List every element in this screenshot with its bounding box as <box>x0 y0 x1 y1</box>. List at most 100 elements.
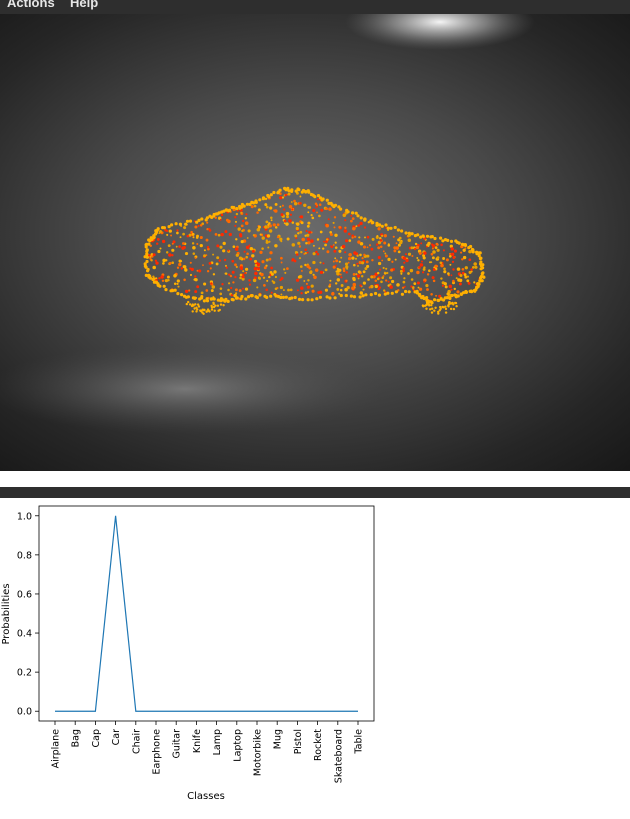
cloud-point <box>425 284 429 288</box>
cloud-point <box>189 267 192 270</box>
cloud-point <box>261 196 266 200</box>
cloud-point <box>234 220 238 223</box>
point-cloud-canvas <box>0 14 535 434</box>
cloud-point <box>249 257 253 261</box>
cloud-point <box>369 293 373 297</box>
cloud-point <box>160 275 164 279</box>
cloud-point <box>479 267 483 271</box>
cloud-point <box>279 205 282 208</box>
cloud-point <box>440 243 443 247</box>
cloud-point <box>312 208 316 213</box>
cloud-point <box>435 265 439 268</box>
cloud-point <box>273 270 277 274</box>
cloud-point <box>447 303 451 306</box>
cloud-point <box>303 280 306 282</box>
cloud-point <box>284 193 288 197</box>
cloud-point <box>274 294 278 298</box>
cloud-point <box>239 273 243 277</box>
cloud-point <box>449 244 453 248</box>
cloud-point <box>318 247 321 250</box>
cloud-point <box>452 256 456 259</box>
cloud-point <box>338 249 342 253</box>
cloud-point <box>448 284 453 289</box>
cloud-point <box>212 297 216 301</box>
cloud-point <box>300 250 303 254</box>
cloud-point <box>425 296 429 300</box>
cloud-point <box>205 289 209 292</box>
cloud-point <box>468 249 472 254</box>
cloud-point <box>338 268 342 272</box>
cloud-point <box>280 261 283 264</box>
cloud-point <box>265 205 269 209</box>
cloud-point <box>276 235 280 239</box>
cloud-point <box>268 257 272 261</box>
cloud-point <box>190 304 194 308</box>
cloud-point <box>312 273 315 276</box>
cloud-point <box>308 230 312 234</box>
cloud-point <box>455 305 458 308</box>
cloud-point <box>431 243 434 246</box>
cloud-point <box>185 219 190 223</box>
cloud-point <box>386 271 389 275</box>
cloud-point <box>159 247 162 250</box>
cloud-point <box>458 282 462 286</box>
y-axis-ticks: 0.0 0.2 0.4 0.6 0.8 1.0 <box>17 511 39 718</box>
cloud-point <box>391 260 394 263</box>
cloud-point <box>316 194 321 198</box>
cloud-point <box>208 262 212 265</box>
cloud-point <box>268 224 272 228</box>
cloud-point <box>334 233 338 238</box>
cloud-point <box>217 233 221 237</box>
cloud-point <box>215 262 219 266</box>
cloud-point <box>195 220 199 224</box>
point-cloud-viewport[interactable] <box>0 14 630 471</box>
menu-actions[interactable]: Actions <box>7 0 55 10</box>
cloud-point <box>410 246 414 250</box>
cloud-point <box>192 252 196 255</box>
x-tick-label-bag: Bag <box>71 729 82 747</box>
cloud-point <box>203 282 207 286</box>
cloud-point <box>304 190 308 194</box>
cloud-point <box>371 237 375 241</box>
cloud-point <box>335 259 339 263</box>
cloud-point <box>332 260 335 263</box>
cloud-point <box>176 279 180 283</box>
cloud-point <box>359 221 363 226</box>
cloud-point <box>306 251 309 254</box>
cloud-point <box>441 298 446 302</box>
cloud-point <box>165 251 169 254</box>
cloud-point <box>379 237 382 240</box>
cloud-point <box>261 260 265 264</box>
cloud-point <box>316 238 320 241</box>
cloud-point <box>479 276 483 280</box>
cloud-point <box>145 248 149 252</box>
menu-help[interactable]: Help <box>70 0 99 10</box>
cloud-point <box>339 207 343 211</box>
cloud-point <box>303 203 307 208</box>
cloud-point <box>403 277 406 280</box>
cloud-point <box>400 272 403 275</box>
cloud-point <box>293 295 297 300</box>
cloud-point <box>232 281 235 284</box>
cloud-point <box>244 287 249 291</box>
cloud-point <box>366 264 370 268</box>
cloud-point <box>161 279 165 283</box>
cloud-point <box>144 245 148 249</box>
cloud-point <box>293 259 297 263</box>
cloud-point <box>301 237 305 242</box>
cloud-point <box>298 245 302 248</box>
cloud-point <box>356 262 359 265</box>
cloud-point <box>196 308 199 311</box>
cloud-point <box>395 242 398 245</box>
x-tick-label-guitar: Guitar <box>172 729 183 759</box>
cloud-point <box>361 261 365 265</box>
cloud-point <box>352 273 356 276</box>
cloud-point <box>300 286 304 290</box>
cloud-point <box>433 236 437 241</box>
cloud-point <box>385 267 388 270</box>
cloud-point <box>338 260 341 263</box>
cloud-point <box>470 268 473 271</box>
cloud-point <box>464 275 468 279</box>
x-tick-label-pistol: Pistol <box>293 729 304 754</box>
cloud-point <box>295 253 299 256</box>
